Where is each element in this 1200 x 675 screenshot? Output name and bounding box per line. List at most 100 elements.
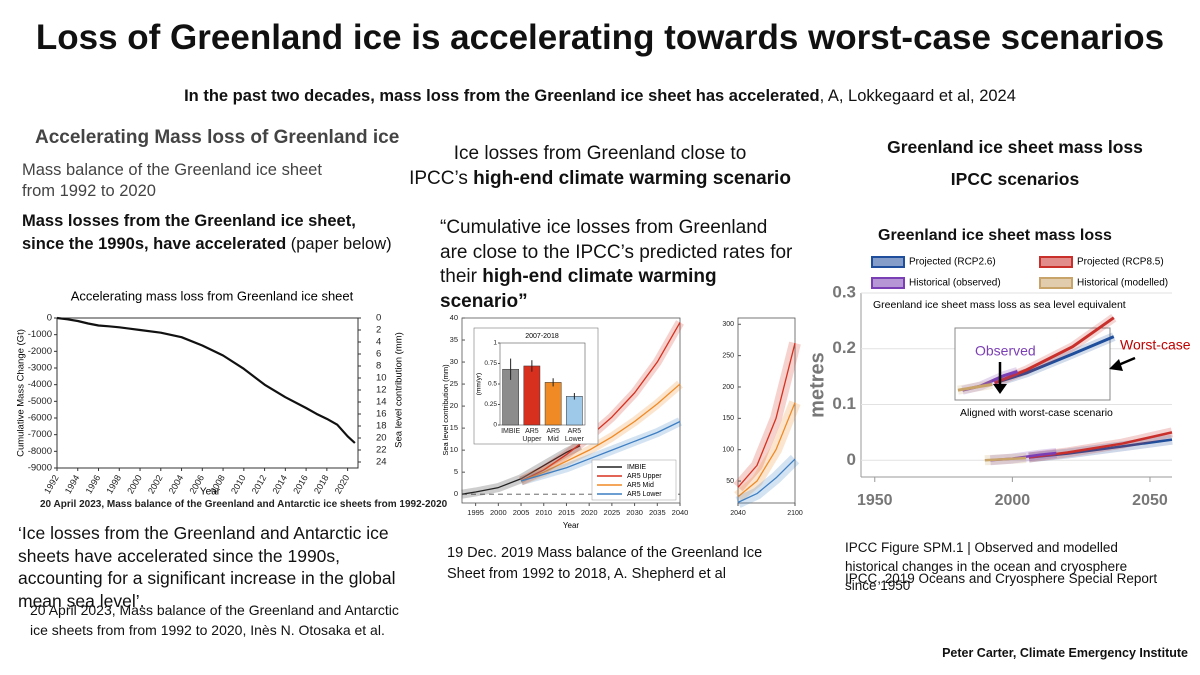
legend-label: Projected (RCP8.5) (1077, 257, 1164, 268)
y-tick-label: 20 (376, 433, 387, 444)
x-tick-label: 2004 (167, 473, 186, 495)
left-claim: Mass losses from the Greenland ice sheet… (22, 210, 402, 256)
y-tick-label: 250 (722, 352, 734, 359)
zoom-line (994, 316, 1115, 385)
line (520, 322, 681, 482)
legend-swatch (1039, 256, 1073, 268)
annotation: Aligned with worst-case scenario (960, 407, 1113, 419)
y-tick-label: 14 (376, 397, 387, 408)
right-heading2: IPCC scenarios (950, 169, 1080, 189)
chart-subtitle: Greenland ice sheet mass loss as sea lev… (873, 299, 1126, 311)
figure-caption: 20 April 2023, Mass balance of the Green… (40, 499, 448, 510)
y-tick-label: -7000 (28, 429, 52, 440)
claim-bold: Mass losses from the Greenland ice sheet… (22, 212, 356, 253)
line (984, 456, 1027, 462)
y-tick-label: 0.5 (488, 381, 497, 388)
quote-plain: “Cumulative ice losses from Greenland ar… (440, 217, 793, 287)
arrow-head (993, 384, 1007, 394)
x-tick-label: 2020 (581, 508, 598, 517)
x-tick-label: 2010 (229, 473, 248, 495)
x-tick-label: 2000 (125, 473, 144, 495)
legend-label: AR5 Lower (627, 491, 662, 498)
x-tick-label: 2035 (649, 508, 666, 517)
y-tick-label: 0 (847, 450, 856, 469)
y-tick-label: 20 (450, 401, 458, 410)
y-tick-label: 35 (450, 335, 458, 344)
left-quote: ‘Ice losses from the Greenland and Antar… (18, 523, 396, 611)
y-tick-label: 40 (450, 313, 458, 322)
quote-bold: high-end climate warming scenario” (440, 266, 717, 312)
y-tick-label: -5000 (28, 396, 52, 407)
y-tick-label: 0.25 (484, 401, 497, 408)
slide-subtitle: In the past two decades, mass loss from … (0, 87, 1200, 106)
plot-frame (56, 317, 359, 469)
y-tick-label: 0.3 (832, 282, 856, 301)
middle-citation: 19 Dec. 2019 Mass balance of the Greenla… (447, 545, 763, 582)
y-tick-label: 300 (722, 321, 734, 328)
arrow-head (1109, 359, 1123, 371)
x-tick-label: IMBIE (501, 428, 521, 435)
y-tick-label: 24 (376, 457, 387, 468)
y-tick-label: 0 (376, 313, 381, 324)
bar (523, 365, 541, 426)
x-tick-label: 1998 (104, 473, 123, 495)
x-tick-label: AR5 Upper (522, 428, 542, 443)
x-axis-label: Year (563, 521, 580, 530)
legend-swatch (1039, 277, 1073, 289)
x-tick-label: 1994 (63, 473, 82, 495)
y-tick-label: 50 (726, 478, 734, 485)
x-tick-label: 2030 (626, 508, 643, 517)
bar (544, 382, 562, 426)
ipcc-chart-title: Greenland ice sheet mass loss (878, 227, 1112, 244)
legend-label: Historical (observed) (909, 278, 1001, 289)
x-tick-label: 2040 (672, 508, 689, 517)
left-heading: Accelerating Mass loss of Greenland ice (35, 127, 400, 148)
y-tick-label: 4 (376, 337, 381, 348)
y-tick-label: 18 (376, 421, 387, 432)
x-tick-label: 2002 (146, 473, 165, 495)
y-axis-label: Sea level contribution (mm) (441, 364, 450, 456)
y-tick-label: -1000 (28, 329, 52, 340)
slide-title: Loss of Greenland ice is accelerating to… (35, 18, 1165, 57)
left-intro: Mass balance of the Greenland ice sheet … (22, 161, 322, 200)
y-tick-label: 6 (376, 349, 381, 360)
right-heading1: Greenland ice sheet mass loss (887, 137, 1143, 157)
plot-frame (461, 317, 681, 504)
y-axis-label: Cumulative Mass Change (Gt) (16, 329, 27, 457)
x-tick-label: 2050 (1132, 492, 1168, 509)
legend-label: Historical (modelled) (1077, 278, 1168, 289)
x-tick-label: 1996 (84, 473, 103, 495)
y-tick-label: 8 (376, 361, 381, 372)
x-tick-label: 2012 (250, 473, 269, 495)
y-tick-label: 12 (376, 385, 387, 396)
claim-rest: (paper below) (286, 235, 392, 253)
y-tick-label: 5 (454, 467, 458, 476)
bar (566, 396, 583, 426)
y-tick-label: -3000 (28, 363, 52, 374)
x-tick-label: 2020 (333, 473, 352, 495)
x-tick-label: AR5 Lower (564, 428, 584, 443)
heading-plain: IPCC’s (409, 168, 474, 189)
annotation: Observed (975, 343, 1036, 359)
y-tick-label: -2000 (28, 346, 52, 357)
middle-quote: “Cumulative ice losses from Greenland ar… (440, 216, 800, 314)
y-tick-label: 10 (450, 445, 458, 454)
heading-line1: Ice losses from Greenland close to (453, 143, 747, 164)
y-tick-label: 0.75 (484, 360, 497, 367)
line (520, 420, 681, 482)
y2-axis-label: Sea level contribution (mm) (394, 332, 405, 448)
subtitle-rest: , A, Lokkegaard et al, 2024 (819, 87, 1016, 105)
x-tick-label: 2015 (558, 508, 575, 517)
y-tick-label: 30 (450, 357, 458, 366)
y-tick-label: 0 (454, 489, 458, 498)
y-tick-label: 0 (493, 422, 497, 429)
x-tick-label: 2025 (604, 508, 621, 517)
legend-swatch (871, 256, 905, 268)
chart-title: Accelerating mass loss from Greenland ic… (71, 288, 354, 303)
y-axis-label: metres (806, 352, 828, 418)
x-tick-label: 2100 (787, 510, 803, 517)
y-tick-label: 1 (493, 340, 497, 347)
line (56, 316, 356, 444)
